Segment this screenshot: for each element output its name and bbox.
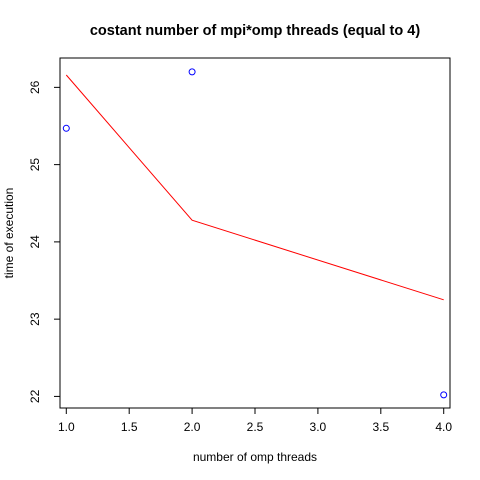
chart-title: costant number of mpi*omp threads (equal… [90,23,420,39]
y-tick-label: 26 [28,80,42,94]
x-tick-label: 4.0 [435,420,452,434]
x-axis: 1.0 1.5 2.0 2.5 3.0 3.5 4.0 [58,408,452,434]
data-point [62,124,70,132]
series-line [65,74,444,301]
y-tick-label: 24 [28,235,42,249]
x-tick-label: 3.0 [310,420,327,434]
x-axis-label: number of omp threads [193,450,317,464]
x-tick-label: 1.5 [121,420,138,434]
data-point [188,68,196,76]
y-tick-label: 23 [28,312,42,326]
x-tick-label: 1.0 [58,420,75,434]
x-tick-label: 2.5 [247,420,264,434]
series-layer [62,68,448,399]
y-axis: 22 23 24 25 26 [28,80,60,403]
y-tick-label: 25 [28,158,42,172]
x-tick-label: 2.0 [184,420,201,434]
y-axis-label: time of execution [2,188,16,279]
y-tick-label: 22 [28,389,42,403]
plot-frame [59,57,451,409]
data-point [440,391,448,399]
x-tick-label: 3.5 [372,420,389,434]
